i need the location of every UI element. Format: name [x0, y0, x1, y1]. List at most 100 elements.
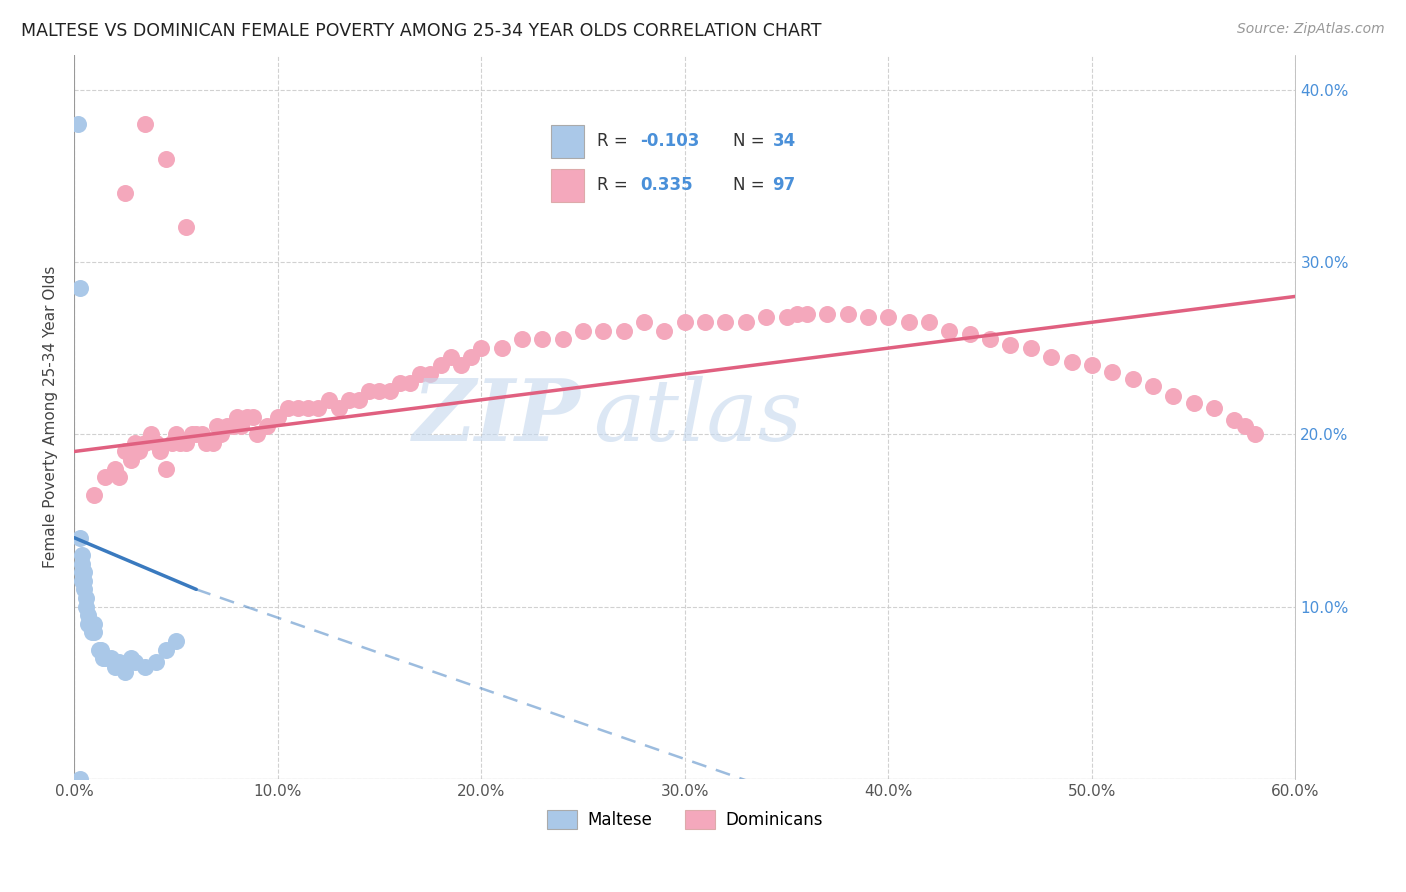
Point: [918, 315, 941, 329]
Point: [347, 392, 370, 407]
Point: [491, 341, 513, 355]
Text: ZIP: ZIP: [413, 376, 581, 458]
Text: atlas: atlas: [593, 376, 803, 458]
Point: [69, 281, 91, 295]
Point: [155, 642, 177, 657]
Point: [938, 324, 960, 338]
Point: [1081, 359, 1104, 373]
Point: [510, 333, 533, 347]
Point: [201, 436, 224, 450]
Point: [572, 324, 595, 338]
Point: [236, 410, 259, 425]
Point: [409, 367, 432, 381]
Point: [73, 565, 96, 579]
Point: [114, 665, 136, 679]
Legend: Maltese, Dominicans: Maltese, Dominicans: [540, 803, 830, 836]
Point: [460, 350, 482, 364]
Point: [1182, 396, 1205, 410]
Point: [149, 444, 172, 458]
Point: [205, 418, 228, 433]
Text: R =: R =: [598, 177, 634, 194]
Point: [775, 310, 797, 324]
Point: [388, 376, 411, 390]
Point: [120, 651, 142, 665]
Point: [256, 418, 278, 433]
Point: [134, 117, 156, 131]
Point: [551, 333, 574, 347]
Point: [368, 384, 391, 399]
Point: [108, 655, 131, 669]
Point: [87, 642, 110, 657]
Point: [1233, 418, 1256, 433]
Point: [470, 341, 492, 355]
Text: N =: N =: [733, 132, 770, 150]
Y-axis label: Female Poverty Among 25-34 Year Olds: Female Poverty Among 25-34 Year Olds: [44, 266, 58, 568]
Point: [1019, 341, 1042, 355]
Point: [796, 307, 818, 321]
Point: [93, 470, 115, 484]
Point: [82, 625, 104, 640]
Point: [77, 616, 100, 631]
Point: [82, 616, 104, 631]
Point: [222, 418, 245, 433]
Point: [141, 427, 163, 442]
Point: [429, 359, 451, 373]
Point: [1243, 427, 1265, 442]
Point: [1060, 355, 1083, 369]
Point: [633, 315, 655, 329]
Point: [654, 324, 676, 338]
Point: [104, 461, 127, 475]
Point: [83, 487, 105, 501]
Point: [155, 461, 177, 475]
Point: [209, 427, 232, 442]
Point: [104, 660, 127, 674]
Point: [70, 548, 93, 562]
Point: [83, 616, 105, 631]
Point: [75, 591, 97, 605]
Point: [186, 427, 208, 442]
Point: [114, 186, 136, 200]
Point: [1040, 350, 1063, 364]
Point: [160, 436, 183, 450]
Text: 0.335: 0.335: [641, 177, 693, 194]
Point: [215, 418, 238, 433]
Point: [734, 315, 756, 329]
Text: 34: 34: [773, 132, 796, 150]
Point: [90, 642, 112, 657]
Point: [100, 651, 122, 665]
Point: [70, 574, 93, 588]
Point: [77, 608, 100, 623]
Point: [1122, 372, 1144, 386]
Point: [134, 660, 156, 674]
Text: R =: R =: [598, 132, 634, 150]
Point: [755, 310, 778, 324]
Point: [191, 427, 214, 442]
Point: [229, 418, 252, 433]
Point: [134, 436, 156, 450]
Point: [287, 401, 309, 416]
Text: N =: N =: [733, 177, 770, 194]
Point: [378, 384, 401, 399]
Point: [242, 410, 264, 425]
Point: [695, 315, 717, 329]
Point: [79, 616, 101, 631]
Point: [91, 651, 114, 665]
Point: [114, 444, 136, 458]
Point: [70, 557, 93, 571]
Point: [1101, 365, 1123, 379]
Point: [979, 333, 1001, 347]
Point: [1223, 413, 1246, 427]
Point: [897, 315, 920, 329]
Point: [83, 625, 105, 640]
Point: [440, 350, 463, 364]
Text: 97: 97: [773, 177, 796, 194]
Point: [67, 117, 90, 131]
Point: [419, 367, 441, 381]
Point: [359, 384, 381, 399]
Point: [328, 401, 350, 416]
Point: [297, 401, 319, 416]
Bar: [551, 125, 585, 158]
Point: [73, 574, 96, 588]
Point: [145, 436, 167, 450]
Point: [70, 565, 93, 579]
